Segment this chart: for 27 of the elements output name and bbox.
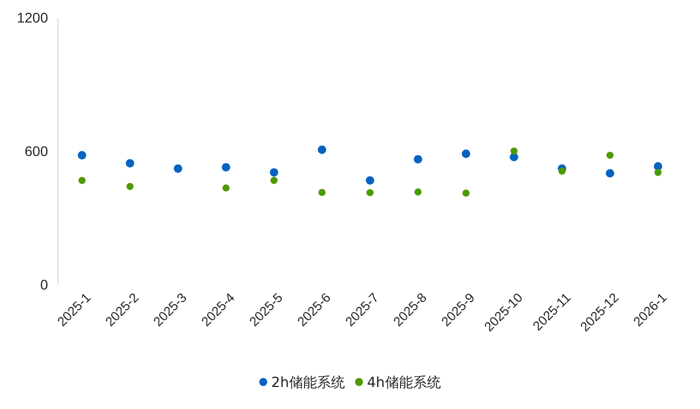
- point: [174, 164, 182, 173]
- point: [78, 151, 86, 160]
- point: [606, 169, 614, 178]
- point: [414, 188, 422, 196]
- point: [414, 155, 422, 164]
- point: [462, 190, 470, 197]
- point: [270, 176, 278, 184]
- point: [222, 184, 230, 192]
- point: [222, 163, 230, 172]
- point: [126, 159, 134, 168]
- point: [318, 146, 326, 154]
- legend-label: 4h储能系统: [367, 374, 441, 391]
- legend-label: 2h储能系统: [271, 374, 345, 391]
- point: [510, 147, 518, 155]
- y-tick-label: 0: [40, 276, 48, 292]
- point: [558, 168, 566, 175]
- point: [318, 188, 326, 196]
- point: [606, 152, 614, 159]
- point: [126, 182, 134, 190]
- point: [366, 176, 374, 185]
- point: [654, 168, 662, 176]
- y-tick-label: 600: [24, 142, 48, 159]
- point: [366, 189, 374, 196]
- point: [78, 176, 86, 184]
- point: [270, 168, 278, 177]
- point: [462, 150, 470, 158]
- y-tick-label: 1200: [16, 9, 48, 26]
